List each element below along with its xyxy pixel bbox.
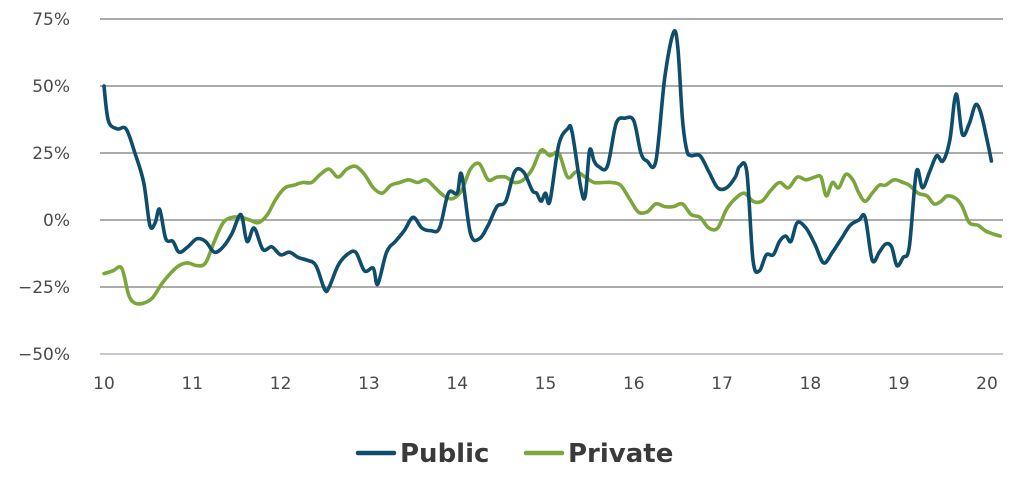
- y-tick-label: −25%: [18, 278, 70, 298]
- x-tick-label: 16: [623, 374, 645, 394]
- x-tick-label: 17: [711, 374, 733, 394]
- legend-label-public: Public: [400, 439, 489, 469]
- x-tick-label: 13: [358, 374, 380, 394]
- series-lines: [102, 29, 1002, 306]
- x-tick-label: 18: [800, 374, 822, 394]
- y-axis-ticks: 75% 50% 25% 0% −25% −50%: [18, 10, 70, 365]
- y-tick-label: 25%: [32, 144, 70, 164]
- y-tick-label: 50%: [32, 77, 70, 97]
- x-tick-label: 12: [270, 374, 292, 394]
- x-tick-label: 10: [93, 374, 115, 394]
- series-line-private: [102, 148, 1002, 306]
- legend: Public Private: [355, 439, 673, 469]
- x-tick-label: 19: [888, 374, 910, 394]
- x-axis-ticks: 10 11 12 13 14 15 16 17 18 19 20: [93, 374, 998, 394]
- x-tick-label: 11: [181, 374, 203, 394]
- y-tick-label: −50%: [18, 345, 70, 365]
- y-tick-label: 75%: [32, 10, 70, 30]
- y-tick-label: 0%: [43, 211, 70, 231]
- x-tick-label: 20: [976, 374, 998, 394]
- legend-label-private: Private: [568, 439, 673, 469]
- x-tick-label: 15: [535, 374, 557, 394]
- series-line-public: [102, 29, 994, 294]
- x-tick-label: 14: [446, 374, 468, 394]
